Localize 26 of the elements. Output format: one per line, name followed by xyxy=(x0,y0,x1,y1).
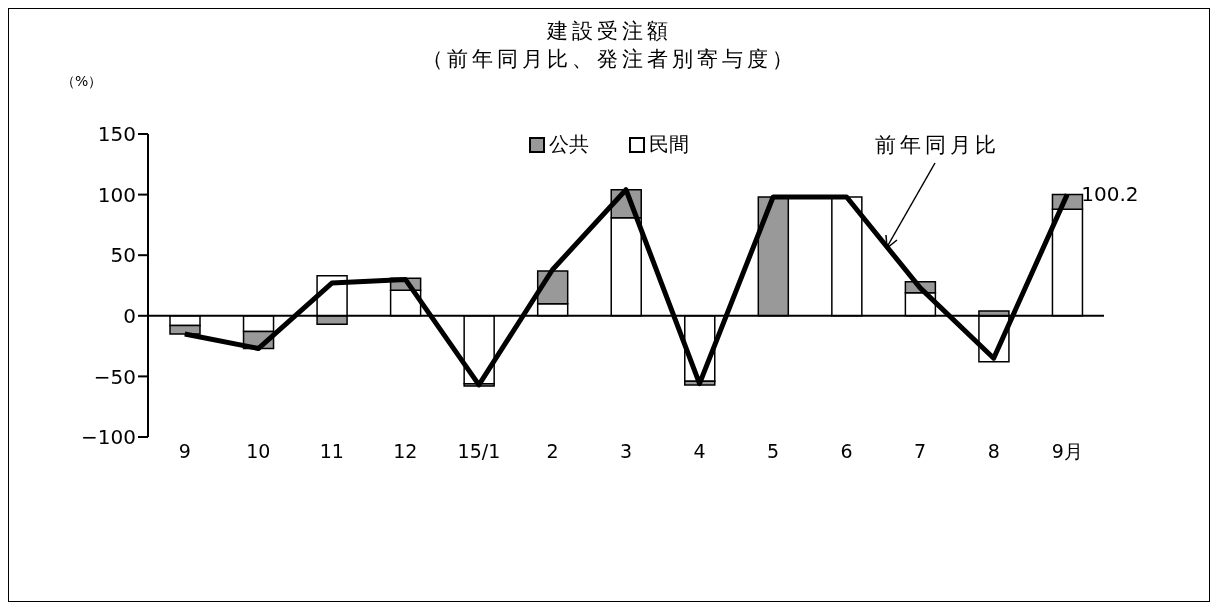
y-tick-label: 150 xyxy=(97,122,136,147)
legend-label: 民間 xyxy=(648,131,689,158)
chart-subtitle: （前年同月比、発注者別寄与度） xyxy=(420,46,798,73)
x-tick-label: 9 xyxy=(178,440,191,463)
x-tick-label: 9月 xyxy=(1051,440,1083,463)
x-tick-label: 4 xyxy=(693,440,706,463)
y-tick-label: 0 xyxy=(123,303,136,328)
y-axis-title: （%） xyxy=(61,73,103,91)
data-label: 100.2 xyxy=(1081,182,1139,207)
y-tick-label: −100 xyxy=(81,425,136,450)
text: 前年同月比 xyxy=(875,132,1000,159)
y-tick-label: −50 xyxy=(93,364,136,389)
legend-label: 公共 xyxy=(548,131,589,158)
x-tick-label: 3 xyxy=(619,440,633,463)
y-tick-label: 50 xyxy=(110,243,136,268)
x-tick-label: 10 xyxy=(246,440,271,463)
y-tick-label: 100 xyxy=(97,182,136,207)
x-tick-label: 12 xyxy=(393,440,418,463)
x-tick-label: 11 xyxy=(319,440,344,463)
x-tick-label: 6 xyxy=(840,440,853,463)
x-tick-label: 7 xyxy=(914,440,927,463)
x-tick-label: 2 xyxy=(546,440,559,463)
chart-title: 建設受注額 xyxy=(545,18,673,45)
x-tick-label: 15/1 xyxy=(457,440,501,463)
x-tick-label: 8 xyxy=(987,440,1000,463)
x-tick-label: 5 xyxy=(767,440,780,463)
